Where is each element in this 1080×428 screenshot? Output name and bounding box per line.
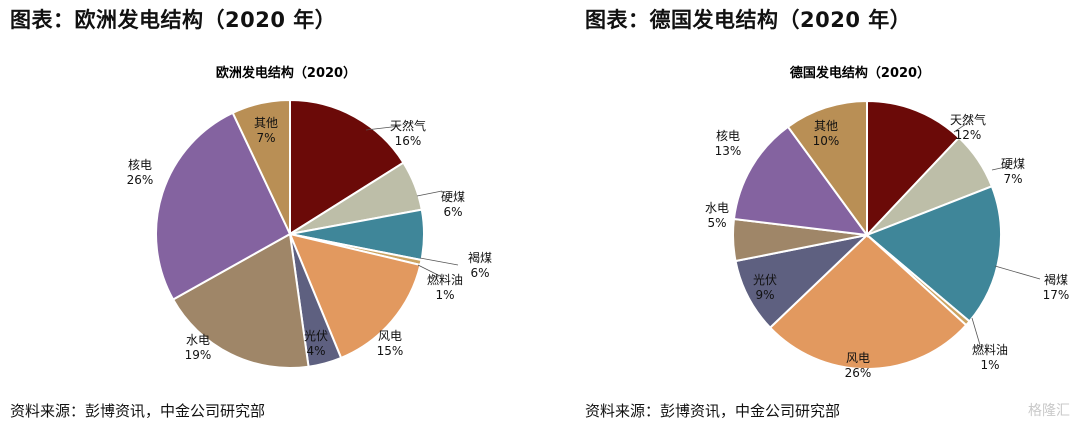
data-label: 天然气 16% xyxy=(390,118,426,148)
slice-value-label: 6% xyxy=(443,205,462,219)
slice-name-label: 其他 xyxy=(814,119,838,133)
slice-name-label: 褐煤 xyxy=(468,250,492,265)
data-label: 核电 26% xyxy=(127,158,154,187)
data-label: 水电 5% xyxy=(705,201,729,230)
slice-name-label: 风电 xyxy=(378,329,402,343)
data-label: 燃料油 1% xyxy=(427,272,463,302)
pie-slice-8 xyxy=(155,111,292,301)
slice-name-label: 光伏 xyxy=(304,329,328,343)
europe-panel: 图表：欧洲发电结构（2020 年） 欧洲发电结构（2020） 天然气 16% 硬煤 6%… xyxy=(10,8,492,420)
pie-slice-3 xyxy=(865,184,1002,323)
data-label: 天然气 12% xyxy=(950,112,986,142)
slice-value-label: 5% xyxy=(707,216,726,230)
pie-slice-9 xyxy=(231,98,291,235)
data-label: 硬煤 6% xyxy=(441,190,465,219)
pie-slice-5 xyxy=(768,233,968,370)
data-label: 硬煤 7% xyxy=(1001,157,1025,186)
data-label: 光伏 9% xyxy=(753,273,777,302)
leader-line xyxy=(365,125,401,131)
slice-name-label: 燃料油 xyxy=(972,342,1008,357)
slice-name-label: 核电 xyxy=(716,129,740,143)
chart-title: 欧洲发电结构（2020） xyxy=(216,65,356,81)
slice-value-label: 13% xyxy=(715,144,742,158)
data-label: 核电 13% xyxy=(715,129,742,158)
slice-name-label: 其他 xyxy=(254,116,278,130)
chart-title: 德国发电结构（2020） xyxy=(790,65,930,81)
slice-name-label: 硬煤 xyxy=(441,190,465,204)
slice-value-label: 26% xyxy=(127,173,154,187)
slice-value-label: 6% xyxy=(470,266,489,280)
data-label: 其他 10% xyxy=(813,119,840,148)
slice-value-label: 9% xyxy=(755,288,774,302)
leader-line xyxy=(994,265,1041,280)
data-label: 光伏 4% xyxy=(304,329,328,358)
leader-line xyxy=(953,119,973,133)
slice-name-label: 水电 xyxy=(186,333,210,347)
slice-name-label: 风电 xyxy=(846,351,870,365)
slice-name-label: 核电 xyxy=(128,158,152,172)
slice-name-label: 褐煤 xyxy=(1044,272,1068,287)
slice-value-label: 7% xyxy=(256,131,275,145)
pie-slice-8 xyxy=(732,125,870,237)
slice-name-label: 天然气 xyxy=(950,112,986,127)
slice-name-label: 水电 xyxy=(705,201,729,215)
data-label: 燃料油 1% xyxy=(972,342,1008,372)
leader-line xyxy=(971,317,981,346)
data-label: 风电 15% xyxy=(377,329,404,358)
slice-value-label: 17% xyxy=(1043,288,1070,302)
pie-slice-9 xyxy=(786,99,868,239)
data-label: 水电 19% xyxy=(185,333,212,362)
data-label: 褐煤 6% xyxy=(468,250,492,280)
pie-slice-7 xyxy=(171,232,310,369)
slice-value-label: 15% xyxy=(377,344,404,358)
slice-name-label: 天然气 xyxy=(390,118,426,133)
slice-name-label: 燃料油 xyxy=(427,272,463,287)
figure-title: 图表：欧洲发电结构（2020 年） xyxy=(10,8,337,32)
leader-line xyxy=(416,190,443,197)
slice-value-label: 10% xyxy=(813,134,840,148)
slice-value-label: 1% xyxy=(435,288,454,302)
pie-slice-1 xyxy=(289,98,405,236)
leader-line xyxy=(417,264,441,277)
watermark-logo: 格隆汇 xyxy=(1028,403,1070,419)
figure-title: 图表：德国发电结构（2020 年） xyxy=(585,8,912,32)
leader-line xyxy=(991,165,1011,171)
pie-slice-1 xyxy=(866,99,961,238)
data-label: 其他 7% xyxy=(254,116,278,145)
germany-panel: 图表：德国发电结构（2020 年） 德国发电结构（2020） 天然气 12% 硬煤 7%… xyxy=(540,0,1080,428)
slice-value-label: 1% xyxy=(980,358,999,372)
germany-pie-chart: 德国发电结构（2020） 天然气 12% 硬煤 7% 褐煤 17% 燃料油 1% 风电 26% 光伏 9… xyxy=(705,65,1070,380)
data-label: 风电 26% xyxy=(845,351,872,380)
slice-name-label: 光伏 xyxy=(753,273,777,287)
source-note: 资料来源：彭博资讯，中金公司研究部 xyxy=(585,402,841,420)
leader-line xyxy=(419,257,459,266)
slice-value-label: 4% xyxy=(306,344,325,358)
slice-value-label: 16% xyxy=(395,134,422,148)
slice-value-label: 7% xyxy=(1003,172,1022,186)
pie-slice-5 xyxy=(288,232,422,360)
slice-value-label: 12% xyxy=(955,128,982,142)
slice-value-label: 26% xyxy=(845,366,872,380)
europe-pie-chart: 欧洲发电结构（2020）天然气 16%硬煤 6%褐煤 6%燃料油 1%风电 15%光伏 4%… xyxy=(127,65,492,369)
data-label: 褐煤 17% xyxy=(1043,272,1070,302)
source-note: 资料来源：彭博资讯，中金公司研究部 xyxy=(10,402,266,420)
slice-value-label: 19% xyxy=(185,348,212,362)
slice-name-label: 硬煤 xyxy=(1001,157,1025,171)
